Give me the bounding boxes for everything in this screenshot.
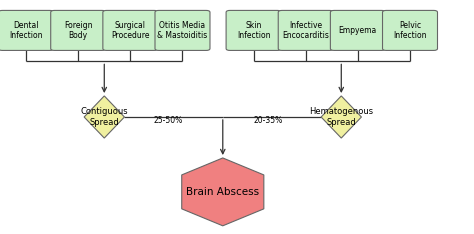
Text: Pelvic
Infection: Pelvic Infection bbox=[393, 21, 427, 40]
FancyBboxPatch shape bbox=[0, 10, 54, 50]
FancyBboxPatch shape bbox=[278, 10, 333, 50]
Text: Hematogenous
Spread: Hematogenous Spread bbox=[309, 107, 374, 127]
FancyBboxPatch shape bbox=[330, 10, 385, 50]
FancyBboxPatch shape bbox=[226, 10, 281, 50]
Polygon shape bbox=[182, 158, 264, 226]
Text: Dental
Infection: Dental Infection bbox=[9, 21, 43, 40]
Text: Foreign
Body: Foreign Body bbox=[64, 21, 92, 40]
Text: 25-50%: 25-50% bbox=[154, 116, 183, 125]
Text: Infective
Encocarditis: Infective Encocarditis bbox=[283, 21, 329, 40]
Text: Skin
Infection: Skin Infection bbox=[237, 21, 270, 40]
FancyBboxPatch shape bbox=[51, 10, 106, 50]
Polygon shape bbox=[84, 96, 124, 138]
Text: Contiguous
Spread: Contiguous Spread bbox=[81, 107, 128, 127]
Text: Otitis Media
& Mastoiditis: Otitis Media & Mastoiditis bbox=[157, 21, 208, 40]
Polygon shape bbox=[321, 96, 361, 138]
FancyBboxPatch shape bbox=[103, 10, 158, 50]
FancyBboxPatch shape bbox=[155, 10, 210, 50]
Text: Brain Abscess: Brain Abscess bbox=[186, 187, 259, 197]
FancyBboxPatch shape bbox=[383, 10, 438, 50]
Text: Empyema: Empyema bbox=[339, 26, 377, 35]
Text: Surgical
Procedure: Surgical Procedure bbox=[111, 21, 150, 40]
Text: 20-35%: 20-35% bbox=[253, 116, 283, 125]
